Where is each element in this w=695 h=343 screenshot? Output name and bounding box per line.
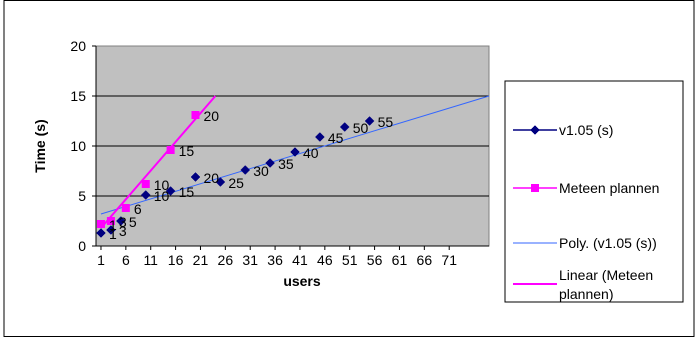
x-tick-label: 41	[292, 252, 308, 268]
x-tick-label: 16	[168, 252, 184, 268]
point-v105	[116, 216, 126, 226]
data-label-meteen: 3	[119, 214, 127, 230]
x-tick-label: 51	[342, 252, 358, 268]
x-tick-label: 1	[97, 252, 105, 268]
axes-layer	[92, 45, 489, 250]
x-tick-label: 21	[193, 252, 209, 268]
point-meteen	[141, 180, 150, 188]
legend-label-line: plannen)	[559, 286, 614, 302]
y-tick-label: 15	[70, 88, 86, 104]
data-label-meteen: 15	[179, 143, 195, 159]
data-label-v105: 1	[109, 226, 117, 242]
point-meteen	[106, 217, 115, 225]
data-label-v105: 5	[129, 214, 137, 230]
data-label-v105: 30	[253, 163, 269, 179]
point-v105	[290, 147, 300, 157]
x-tick-label: 56	[367, 252, 383, 268]
point-meteen	[96, 220, 105, 228]
legend-label: Meteen plannen	[559, 180, 659, 196]
y-axis-title: Time (s)	[32, 119, 48, 172]
point-v105	[265, 158, 275, 168]
y-tick-label: 0	[78, 238, 86, 254]
x-tick-label: 71	[441, 252, 457, 268]
x-tick-label: 11	[143, 252, 158, 268]
y-tick-labels: 0 5 10 15 20	[70, 38, 86, 254]
point-meteen	[121, 204, 130, 212]
data-label-v105: 10	[154, 188, 170, 204]
point-v105	[215, 177, 226, 187]
legend-marker-square	[531, 184, 539, 192]
data-label-v105: 25	[228, 175, 244, 191]
legend-label: v1.05 (s)	[559, 122, 613, 138]
data-label-meteen: 20	[203, 108, 219, 124]
data-label-v105: 15	[179, 184, 195, 200]
x-tick-label: 66	[417, 252, 433, 268]
point-v105	[106, 225, 116, 235]
data-label-meteen: 1	[109, 217, 117, 233]
point-v105	[315, 132, 325, 142]
y-tick-label: 10	[70, 138, 86, 154]
x-tick-label: 36	[267, 252, 283, 268]
x-tick-label: 61	[392, 252, 408, 268]
x-tick-label: 6	[122, 252, 130, 268]
y-tick-label: 20	[70, 38, 86, 54]
point-v105	[190, 172, 201, 182]
point-v105	[96, 228, 106, 238]
data-label-v105: 3	[119, 223, 127, 239]
legend-label: Poly. (v1.05 (s))	[559, 235, 657, 251]
point-v105	[140, 190, 151, 200]
data-label-v105: 55	[378, 114, 394, 130]
point-v105	[364, 116, 375, 126]
data-label-v105: 45	[328, 130, 344, 146]
point-meteen	[191, 111, 200, 119]
point-v105	[240, 165, 251, 175]
x-tick-labels: 1 6 11 16 21 26 31 36 41 46 51 56 61 66 71	[97, 252, 457, 268]
x-tick-label: 31	[242, 252, 258, 268]
x-tick-label: 26	[218, 252, 234, 268]
series-layer	[96, 111, 375, 238]
legend: v1.05 (s) Meteen plannen Poly. (v1.05 (s))…	[504, 80, 684, 303]
x-axis-title: users	[283, 273, 321, 289]
x-tick-label: 46	[317, 252, 333, 268]
point-v105	[339, 122, 350, 132]
data-label-v105: 20	[203, 170, 219, 186]
point-meteen	[166, 146, 175, 154]
data-label-v105: 35	[278, 156, 294, 172]
data-label-v105: 50	[353, 120, 369, 136]
data-label-meteen: 10	[154, 177, 170, 193]
legend-label-line: Linear (Meteen	[559, 267, 653, 283]
legend-marker-diamond	[530, 125, 540, 135]
data-label-v105: 40	[303, 145, 319, 161]
point-v105	[165, 186, 176, 196]
y-tick-label: 5	[78, 188, 86, 204]
data-label-meteen: 6	[134, 201, 142, 217]
